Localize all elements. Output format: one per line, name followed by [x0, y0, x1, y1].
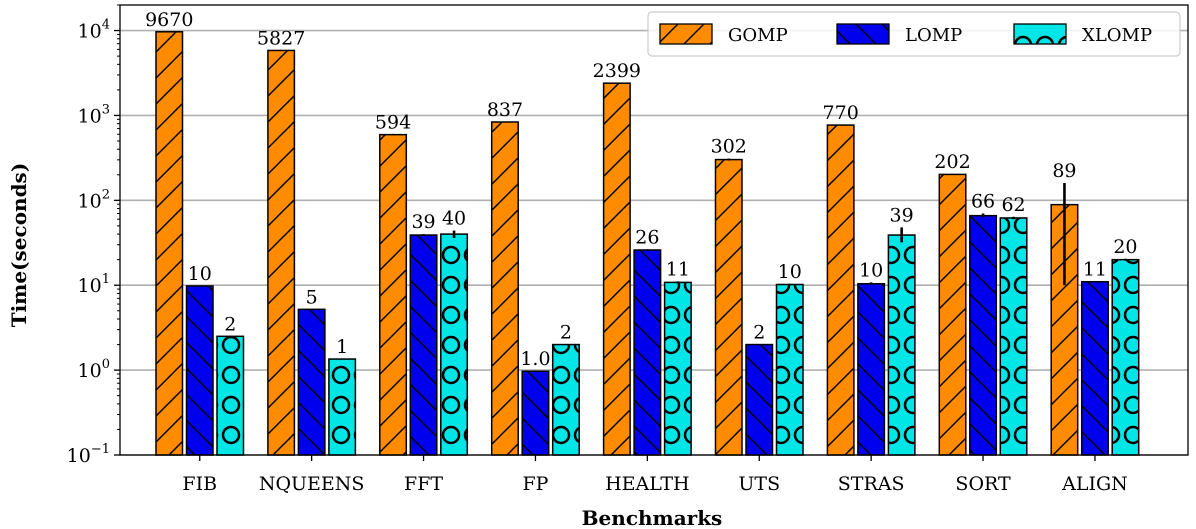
data-label: 11 — [666, 258, 690, 280]
bar — [745, 343, 774, 456]
legend-label: XLOMP — [1082, 25, 1152, 46]
data-label: 1.0 — [520, 348, 550, 370]
data-label: 40 — [442, 208, 466, 230]
bar — [409, 234, 438, 456]
data-label: 20 — [1113, 236, 1137, 258]
legend-label: LOMP — [905, 25, 962, 46]
data-label: 2 — [753, 322, 765, 344]
bar — [714, 158, 743, 456]
bar — [185, 285, 214, 456]
data-label: 39 — [890, 204, 914, 226]
bar — [267, 49, 296, 456]
x-tick-label: HEALTH — [605, 473, 689, 495]
legend-swatch — [1013, 23, 1067, 45]
x-tick-label: NQUEENS — [259, 473, 365, 495]
data-labels: 9670 10 2 5827 5 1 594 39 40 837 1.0 2 2399 26 11 302 2 1… — [145, 9, 1137, 370]
bar — [379, 133, 408, 456]
data-label: 10 — [859, 259, 883, 281]
data-label: 770 — [823, 102, 859, 124]
x-tick-label: SORT — [955, 473, 1011, 495]
bar — [857, 283, 886, 456]
data-label: 10 — [188, 263, 212, 285]
bar — [775, 283, 804, 456]
y-tick-label: 10−1 — [67, 442, 110, 467]
data-label: 837 — [487, 99, 523, 121]
bar — [999, 217, 1028, 456]
x-tick-label: STRAS — [838, 473, 905, 495]
plot-frame — [119, 4, 1189, 456]
bar — [1080, 280, 1109, 456]
data-label: 66 — [971, 190, 995, 212]
bar — [602, 82, 631, 456]
data-label: 11 — [1083, 259, 1107, 281]
data-label: 202 — [934, 151, 970, 173]
legend-swatch — [659, 23, 713, 45]
bar — [633, 249, 662, 456]
bar — [440, 233, 469, 456]
data-label: 39 — [411, 211, 435, 233]
bar — [490, 121, 519, 456]
data-label: 2 — [560, 322, 572, 344]
legend-swatch — [836, 23, 890, 45]
data-label: 1 — [336, 336, 348, 358]
y-tick-label: 100 — [78, 357, 110, 382]
bar — [155, 31, 184, 456]
data-label: 2 — [224, 313, 236, 335]
legend-box — [647, 11, 1181, 57]
bar — [969, 214, 998, 456]
bar — [216, 335, 245, 456]
y-tick-label: 103 — [78, 102, 110, 127]
legend: GOMP LOMP XLOMP — [647, 11, 1181, 57]
bar — [938, 173, 967, 456]
x-tick-label: FP — [522, 473, 548, 495]
bar — [551, 343, 580, 456]
bar — [663, 281, 692, 456]
y-axis-title: Time(seconds) — [7, 163, 31, 328]
data-label: 26 — [635, 226, 659, 248]
bar — [826, 124, 855, 456]
error-bars — [422, 158, 1127, 286]
x-tick-label: FFT — [404, 473, 443, 495]
data-label: 594 — [375, 112, 411, 134]
y-tick-label: 102 — [78, 187, 110, 212]
bar — [297, 308, 326, 456]
data-label: 9670 — [145, 9, 193, 31]
bar — [887, 234, 916, 456]
data-label: 302 — [711, 136, 747, 158]
x-tick-label: FIB — [182, 473, 217, 495]
data-label: 89 — [1052, 160, 1076, 182]
y-axis-ticks: 10−1 100 101 102 103 104 — [67, 4, 120, 467]
bar — [1111, 258, 1140, 456]
bar — [328, 358, 357, 456]
x-axis-ticks: FIB NQUEENS FFT FP HEALTH UTS STRAS SORT ALIGN — [182, 455, 1128, 495]
x-axis-title: Benchmarks — [582, 506, 723, 529]
bar — [521, 370, 550, 456]
data-label: 62 — [1001, 194, 1025, 216]
x-tick-label: UTS — [738, 473, 780, 495]
y-tick-label: 101 — [78, 272, 110, 297]
data-label: 10 — [778, 261, 802, 283]
data-label: 5 — [306, 286, 318, 308]
data-label: 5827 — [257, 27, 305, 49]
legend-label: GOMP — [728, 25, 788, 46]
x-tick-label: ALIGN — [1061, 473, 1128, 495]
data-label: 2399 — [593, 60, 641, 82]
y-tick-label: 104 — [78, 18, 110, 43]
